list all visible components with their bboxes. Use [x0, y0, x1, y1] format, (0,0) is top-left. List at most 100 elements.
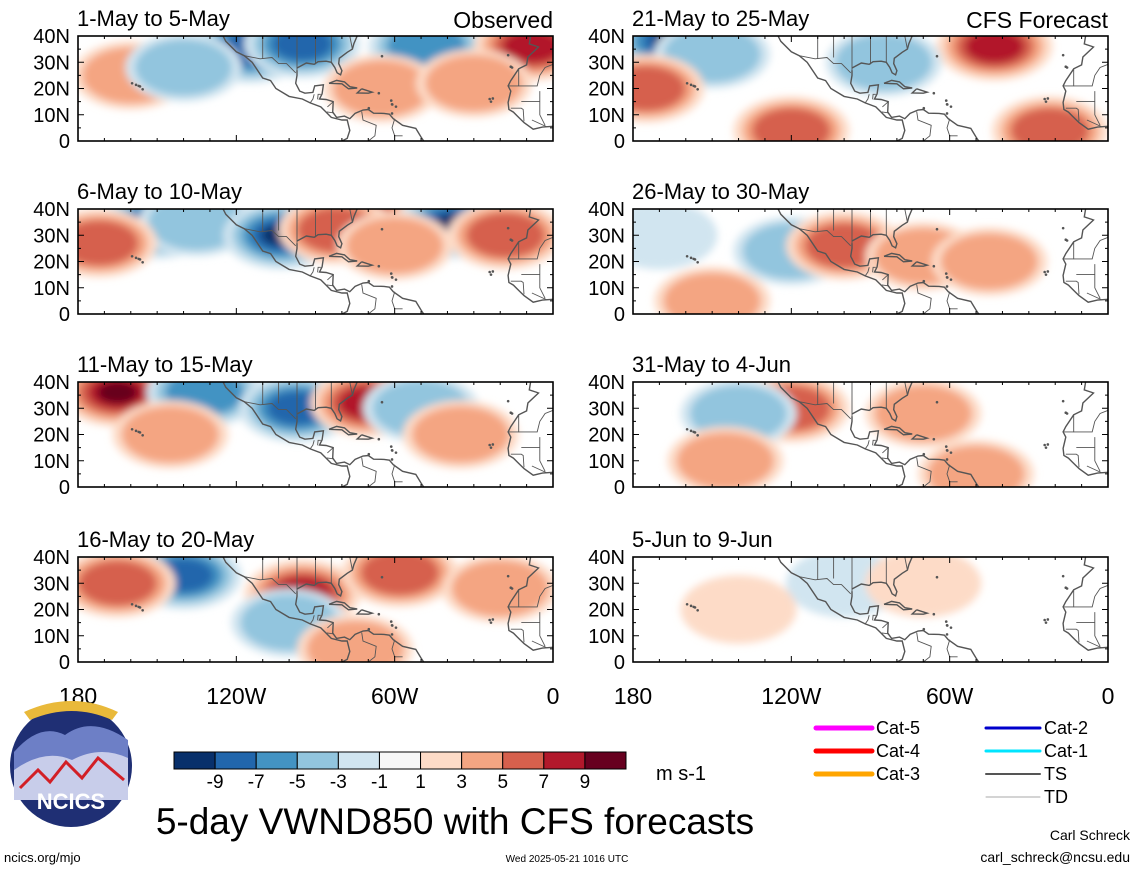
island	[488, 270, 491, 274]
island	[510, 66, 514, 69]
island	[488, 618, 491, 622]
political-border	[1086, 640, 1102, 649]
coastline	[851, 557, 924, 597]
legend-label: TD	[1044, 787, 1068, 807]
panel-title: 1-May to 5-May	[77, 6, 230, 31]
political-border	[882, 101, 888, 108]
anomaly-contour	[346, 217, 444, 275]
political-border	[539, 264, 546, 299]
political-border	[799, 401, 852, 420]
island	[689, 429, 693, 433]
figure-title: 5-day VWND850 with CFS forecasts	[156, 801, 754, 842]
island	[935, 400, 939, 404]
y-tick-label: 0	[614, 131, 625, 153]
island	[932, 264, 936, 268]
island	[949, 105, 953, 108]
island	[696, 608, 699, 612]
political-border	[391, 639, 403, 658]
island	[130, 254, 134, 258]
island	[1043, 618, 1046, 622]
island	[922, 452, 926, 456]
political-border	[916, 632, 932, 662]
political-border	[1073, 409, 1108, 433]
coastlines	[130, 20, 553, 141]
y-tick-label: 0	[59, 652, 70, 674]
lake-outline	[865, 193, 907, 204]
island	[945, 633, 949, 636]
coastline	[851, 36, 924, 76]
anomaly-contour	[502, 36, 553, 64]
panel-tick-marks	[77, 208, 554, 315]
island	[138, 431, 142, 434]
legend-item: Cat-5	[813, 718, 920, 738]
political-border	[1073, 63, 1108, 87]
y-tick-label: 30N	[588, 398, 625, 420]
island	[380, 400, 384, 404]
island	[506, 53, 510, 57]
political-border	[799, 576, 852, 595]
island	[389, 272, 393, 275]
island	[488, 443, 491, 447]
anomaly-field	[78, 382, 519, 469]
political-border	[1065, 107, 1080, 122]
lake-outline	[865, 20, 907, 31]
coastline	[883, 600, 913, 611]
coastline	[910, 434, 930, 440]
map-panel: 0 10N 20N 30N 40N 11-May to 15-May	[33, 352, 554, 499]
y-tick-label: 10N	[33, 626, 70, 648]
lake-outline	[310, 20, 352, 31]
political-border	[1086, 292, 1102, 301]
political-border	[518, 63, 553, 87]
column-tag-forecast: CFS Forecast	[966, 7, 1108, 33]
legend-item: Cat-2	[984, 718, 1088, 738]
y-tick-label: 30N	[33, 52, 70, 74]
colorbar-tick-label: 1	[415, 772, 426, 793]
island	[1061, 226, 1065, 230]
political-border	[539, 91, 546, 126]
colorbar-swatch	[420, 751, 463, 770]
island	[1046, 443, 1050, 446]
political-border	[531, 465, 547, 474]
island	[506, 399, 510, 403]
coastlines	[130, 209, 553, 314]
y-tick-label: 10N	[588, 626, 625, 648]
anomaly-contour	[633, 65, 686, 112]
coastline	[883, 252, 913, 263]
political-border	[349, 382, 353, 396]
political-border	[510, 107, 525, 122]
island	[389, 620, 393, 623]
coastline	[296, 36, 369, 76]
legend-label: Cat-4	[876, 741, 920, 761]
island	[377, 264, 381, 268]
island	[949, 278, 953, 281]
colorbar-swatch	[378, 751, 422, 770]
political-border	[916, 111, 932, 141]
y-tick-label: 10N	[588, 105, 625, 127]
island	[380, 227, 384, 231]
island	[696, 87, 699, 91]
island	[922, 627, 926, 631]
island	[1043, 270, 1046, 274]
map-panel: 0 10N 20N 30N 40N 16-May to 20-May	[33, 527, 554, 674]
political-border	[1094, 91, 1101, 126]
island	[377, 612, 381, 616]
legend-item: Cat-4	[813, 741, 920, 761]
y-tick-label: 20N	[33, 252, 70, 274]
coastlines	[685, 193, 1108, 314]
island	[1044, 621, 1048, 624]
island	[138, 258, 142, 261]
coastline	[849, 243, 980, 314]
coastline	[328, 600, 358, 611]
colorbar-swatch	[337, 751, 380, 770]
colorbar-swatch	[461, 751, 504, 770]
coastline	[296, 382, 369, 422]
political-border	[946, 118, 958, 137]
coastline	[507, 209, 553, 303]
political-border	[518, 409, 553, 433]
political-border	[539, 612, 546, 647]
colorbar-tick-label: -3	[330, 772, 347, 793]
anomaly-contour	[272, 36, 332, 61]
island	[130, 81, 134, 85]
y-tick-label: 20N	[588, 252, 625, 274]
political-border	[864, 440, 870, 450]
